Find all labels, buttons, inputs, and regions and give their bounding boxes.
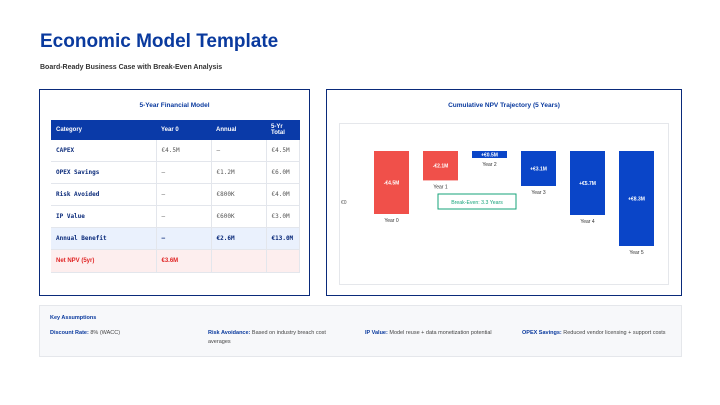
npv-bar <box>423 151 458 181</box>
npv-bar <box>472 151 507 158</box>
assumption-text: 8% (WACC) <box>90 330 121 336</box>
zero-axis-label: €0 <box>341 200 347 206</box>
row-total: €3.0M <box>266 205 300 228</box>
x-tick-label: Year 1 <box>433 184 447 190</box>
table-row: CAPEX €4.5M — €4.5M <box>51 140 300 162</box>
table-header-row: Category Year 0 Annual 5-Yr Total <box>51 120 300 140</box>
chart-area: €0 -€4.5M Year 0 -€2.1M Year 1 +€0.5M Year 2 +… <box>339 123 669 285</box>
table-row-npv: Net NPV (5yr) €3.6M <box>51 249 300 273</box>
assumption-text: Based on industry breach cost averages <box>208 330 326 345</box>
row-category: OPEX Savings <box>51 161 157 184</box>
row-annual: €600K <box>211 205 267 228</box>
assumption-opex: OPEX Savings: Reduced vendor licensing +… <box>522 329 672 338</box>
table-row-benefit: Annual Benefit — €2.6M €13.0M <box>51 227 300 250</box>
financial-model-panel: 5-Year Financial Model Category Year 0 A… <box>39 89 310 296</box>
row-total: €4.0M <box>266 183 300 206</box>
assumption-text: Reduced vendor licensing + support costs <box>563 330 666 336</box>
table-row: OPEX Savings — €1.2M €6.0M <box>51 161 300 184</box>
x-tick-label: Year 5 <box>629 250 643 256</box>
assumption-label: Discount Rate: <box>50 330 89 336</box>
npv-empty <box>266 249 300 273</box>
assumption-label: IP Value: <box>365 330 388 336</box>
col-annual: Annual <box>211 120 266 140</box>
x-tick-label: Year 0 <box>384 218 398 224</box>
npv-chart-panel: Cumulative NPV Trajectory (5 Years) €0 -… <box>326 89 682 296</box>
row-total: €6.0M <box>266 161 300 184</box>
npv-bar <box>374 151 409 214</box>
assumptions-panel: Key Assumptions Discount Rate: 8% (WACC)… <box>39 305 682 357</box>
row-category: CAPEX <box>51 140 157 162</box>
bar-value-label: +€0.5M <box>481 153 498 159</box>
npv-empty <box>211 249 267 273</box>
row-year0: — <box>156 227 212 250</box>
bar-value-label: -€2.1M <box>433 164 449 170</box>
assumption-risk: Risk Avoidance: Based on industry breach… <box>208 329 348 347</box>
row-year0: — <box>156 205 212 228</box>
financial-table: Category Year 0 Annual 5-Yr Total CAPEX … <box>51 120 300 273</box>
col-total: 5-Yr Total <box>266 120 300 140</box>
col-category: Category <box>51 120 156 140</box>
npv-chart: €0 -€4.5M Year 0 -€2.1M Year 1 +€0.5M Year 2 +… <box>341 151 654 256</box>
npv-bar <box>570 151 605 215</box>
chart-title: Cumulative NPV Trajectory (5 Years) <box>448 102 560 109</box>
page-title: Economic Model Template <box>40 31 279 52</box>
assumption-label: Risk Avoidance: <box>208 330 251 336</box>
row-year0: €4.5M <box>156 140 212 162</box>
bar-value-label: +€3.1M <box>530 167 547 173</box>
page-subtitle: Board-Ready Business Case with Break-Eve… <box>40 64 223 71</box>
row-annual: €1.2M <box>211 161 267 184</box>
col-year0: Year 0 <box>156 120 211 140</box>
x-tick-label: Year 2 <box>482 162 496 168</box>
bar-value-label: +€8.3M <box>628 197 645 203</box>
assumption-label: OPEX Savings: <box>522 330 562 336</box>
row-annual: €2.6M <box>211 227 267 250</box>
row-category: Annual Benefit <box>51 227 157 250</box>
assumption-ip: IP Value: Model reuse + data monetizatio… <box>365 329 515 338</box>
x-tick-label: Year 3 <box>531 190 545 196</box>
npv-value: €3.6M <box>156 249 212 273</box>
row-category: Risk Avoided <box>51 183 157 206</box>
x-tick-label: Year 4 <box>580 219 594 225</box>
row-year0: — <box>156 183 212 206</box>
npv-bar <box>521 151 556 186</box>
row-annual: — <box>211 140 267 162</box>
break-even-annotation: Break-Even: 3.3 Years <box>451 200 503 206</box>
assumptions-title: Key Assumptions <box>50 315 97 321</box>
assumption-discount: Discount Rate: 8% (WACC) <box>50 329 190 338</box>
financial-model-title: 5-Year Financial Model <box>139 102 210 109</box>
assumption-text: Model reuse + data monetization potentia… <box>389 330 492 336</box>
table-row: Risk Avoided — €800K €4.0M <box>51 183 300 206</box>
npv-label: Net NPV (5yr) <box>51 249 157 273</box>
bar-value-label: -€4.5M <box>384 181 400 187</box>
table-row: IP Value — €600K €3.0M <box>51 205 300 228</box>
bar-value-label: +€5.7M <box>579 181 596 187</box>
row-category: IP Value <box>51 205 157 228</box>
npv-bar <box>619 151 654 246</box>
row-annual: €800K <box>211 183 267 206</box>
row-year0: — <box>156 161 212 184</box>
break-even-box <box>437 193 517 210</box>
row-total: €4.5M <box>266 140 300 162</box>
row-total: €13.0M <box>266 227 300 250</box>
